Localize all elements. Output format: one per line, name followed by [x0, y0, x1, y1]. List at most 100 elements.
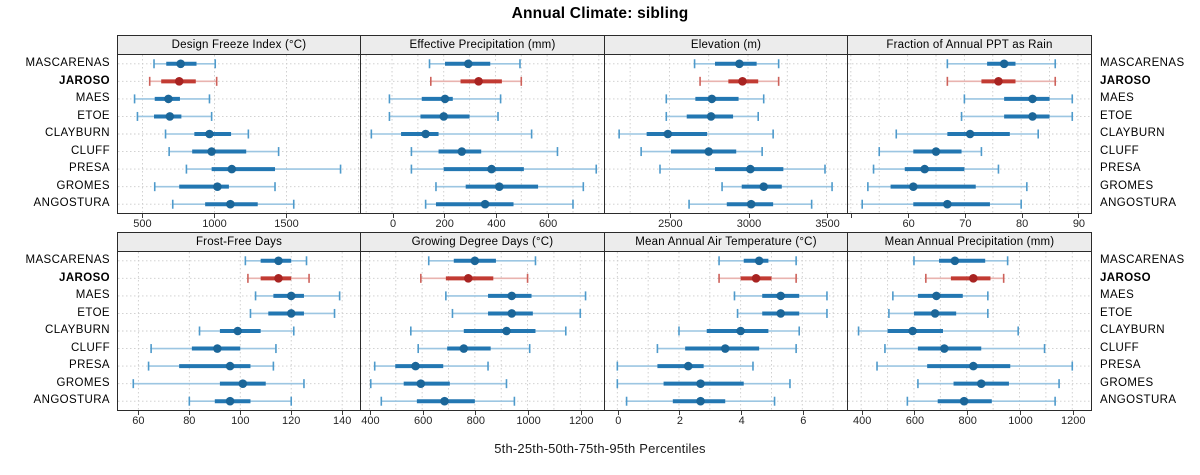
x-tick — [444, 214, 446, 218]
x-tick-label: 6 — [800, 415, 807, 427]
station-label-gromes: GROMES — [56, 179, 110, 192]
panel-plot-frost-free-days — [118, 252, 360, 410]
x-tick — [214, 214, 215, 218]
x-axis-design-freeze-index: 500 1000 1500 — [118, 214, 360, 231]
median-dot — [932, 291, 941, 301]
station-label-jaroso: JAROSO — [1100, 271, 1151, 284]
x-tick — [286, 214, 288, 218]
median-dot — [754, 256, 764, 266]
median-dot — [487, 164, 496, 174]
x-tick-label: 0 — [615, 415, 622, 427]
x-tick-label: 2 — [676, 415, 684, 427]
panel-canvas-elevation — [605, 55, 847, 213]
panel-header-elevation: Elevation (m) — [605, 36, 847, 55]
median-dot — [704, 147, 714, 156]
x-axis-frost-free-days: 60 80 100 120 140 — [118, 411, 360, 428]
median-dot — [233, 326, 243, 336]
median-dot — [440, 94, 450, 104]
panel-canvas-growing-degree-days — [361, 252, 604, 410]
median-dot — [502, 326, 511, 336]
median-dot — [931, 147, 941, 156]
median-dot — [463, 274, 473, 283]
station-label-presa: PRESA — [1100, 162, 1141, 175]
median-dot — [969, 274, 978, 283]
x-tick-label: 1500 — [274, 218, 299, 230]
median-dot — [759, 182, 769, 191]
median-dot — [751, 274, 761, 283]
station-label-jaroso: JAROSO — [59, 74, 110, 87]
panel-growing-degree-days: Growing Degree Days (°C) — [360, 232, 605, 411]
station-labels-left-row1: MASCARENAS JAROSO MAES ETOE CLAYBURN CLUFF PRE… — [2, 55, 110, 213]
station-label-presa: PRESA — [69, 162, 110, 175]
station-label-etoe: ETOE — [77, 306, 110, 319]
panel-canvas-mean-annual-precipitation — [848, 252, 1091, 410]
median-dot — [696, 396, 705, 406]
station-label-maes: MAES — [75, 92, 110, 105]
x-tick-label: 1200 — [1061, 415, 1086, 427]
x-tick-label: 1000 — [202, 218, 227, 230]
panel-canvas-fraction-annual-ppt-as-rain — [848, 55, 1091, 213]
x-tick — [967, 411, 969, 415]
median-dot — [507, 309, 517, 318]
median-dot — [463, 59, 473, 69]
median-dot — [746, 164, 755, 174]
panel-header-design-freeze-index: Design Freeze Index (°C) — [118, 36, 360, 55]
x-tick-label: 140 — [332, 415, 352, 427]
x-tick-label: 800 — [958, 415, 977, 427]
x-tick — [141, 214, 143, 218]
panel-elevation: Elevation (m) — [604, 35, 848, 214]
x-tick — [341, 411, 343, 415]
x-tick — [475, 411, 477, 415]
station-label-presa: PRESA — [1100, 359, 1141, 372]
panel-plot-elevation — [605, 55, 847, 213]
station-label-cluff: CLUFF — [1100, 341, 1140, 354]
x-tick — [392, 214, 394, 218]
x-tick — [290, 411, 292, 415]
x-tick — [748, 214, 750, 218]
panel-header-growing-degree-days: Growing Degree Days (°C) — [361, 233, 604, 252]
station-label-maes: MAES — [1100, 289, 1135, 302]
x-tick-label: 400 — [853, 415, 872, 427]
x-tick-label: 100 — [231, 415, 250, 427]
median-dot — [994, 77, 1003, 86]
x-tick-label: 600 — [905, 415, 925, 427]
figure-title: Annual Climate: sibling — [511, 5, 689, 22]
station-label-cluff: CLUFF — [70, 144, 110, 157]
station-label-jaroso: JAROSO — [1100, 74, 1151, 87]
median-dot — [735, 59, 744, 69]
x-tick — [964, 214, 966, 218]
median-dot — [706, 112, 716, 121]
station-label-gromes: GROMES — [56, 376, 110, 389]
x-axis-effective-precipitation: 0 200 400 600 — [362, 214, 605, 231]
x-tick — [137, 411, 139, 415]
station-label-etoe: ETOE — [77, 109, 110, 122]
station-label-etoe: ETOE — [1100, 109, 1133, 122]
median-dot — [908, 182, 918, 191]
median-dot — [920, 164, 929, 174]
x-axis-elevation: 2500 3000 3500 — [606, 214, 848, 231]
station-label-angostura: ANGOSTURA — [1100, 394, 1177, 407]
median-dot — [776, 309, 786, 318]
median-dot — [507, 291, 517, 301]
panel-plot-growing-degree-days — [361, 252, 604, 410]
x-tick — [802, 411, 804, 415]
x-axis-caption: 5th-25th-50th-75th-95th Percentiles — [494, 441, 706, 456]
median-dot — [440, 396, 449, 406]
median-dot — [746, 199, 756, 209]
median-dot — [164, 94, 173, 104]
x-tick — [679, 411, 681, 415]
x-tick-label: 3000 — [736, 218, 762, 230]
x-axis-mean-annual-air-temperature: 0 2 4 6 — [606, 411, 848, 428]
x-tick-label: 200 — [435, 218, 454, 230]
x-tick-label: 4 — [738, 415, 745, 427]
median-dot — [421, 129, 430, 139]
x-tick — [741, 411, 743, 415]
panel-canvas-mean-annual-air-temperature — [605, 252, 847, 410]
median-dot — [950, 256, 960, 266]
x-tick-label: 500 — [133, 218, 152, 230]
x-tick — [528, 411, 530, 415]
panel-canvas-effective-precipitation — [361, 55, 604, 213]
station-label-clayburn: CLAYBURN — [45, 127, 110, 140]
x-tick — [422, 411, 424, 415]
median-dot — [274, 274, 283, 283]
